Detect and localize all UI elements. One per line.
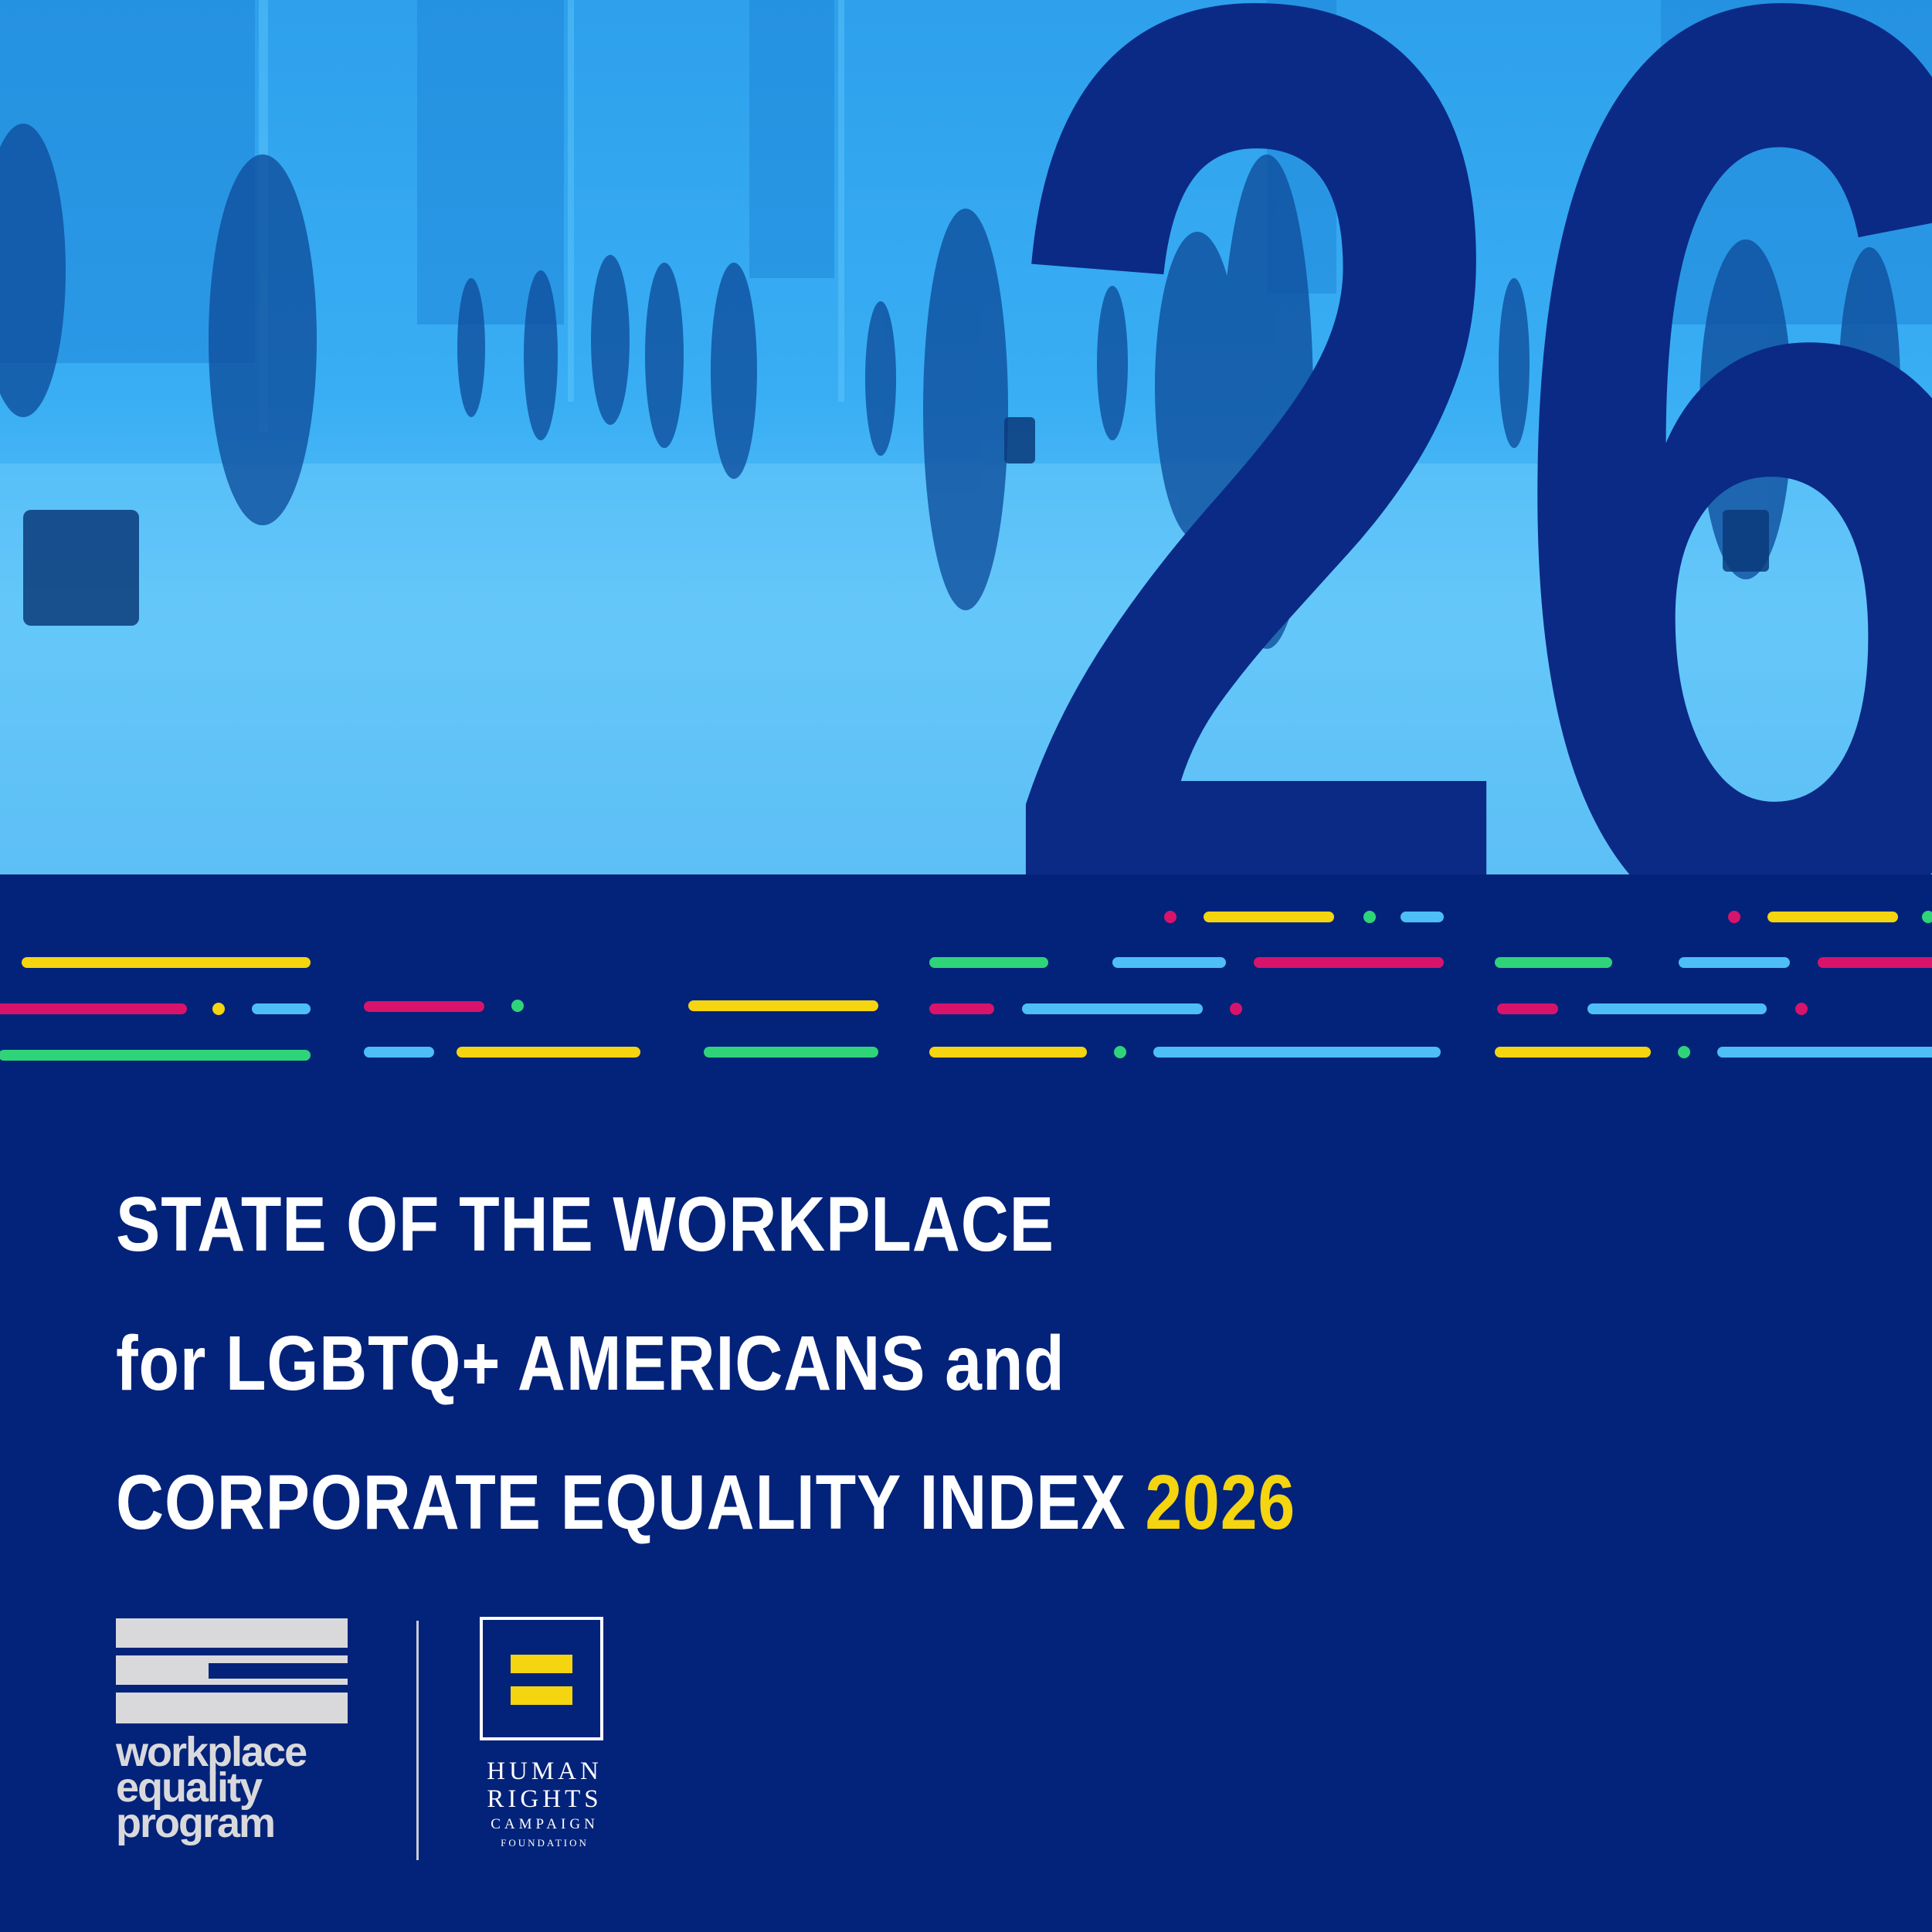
title-line-1: STATE OF THE WORKPLACE xyxy=(116,1181,1054,1268)
decorative-dash-pattern xyxy=(0,911,1932,1061)
hrc-line-3: CAMPAIGN xyxy=(491,1816,599,1832)
wep-line-1: workplace xyxy=(116,1729,307,1775)
hrc-equal-bottom-bar xyxy=(511,1686,572,1705)
hrc-line-1: HUMAN xyxy=(487,1757,603,1785)
hrc-equal-sign-logo-icon xyxy=(480,1617,603,1740)
title-line-3: CORPORATE EQUALITY INDEX 2026 xyxy=(116,1433,1511,1572)
office-lobby-illustration xyxy=(0,0,1932,874)
hrc-wordmark: HUMAN RIGHTS CAMPAIGN FOUNDATION xyxy=(456,1757,633,1852)
wep-stripes-logo-icon xyxy=(116,1618,348,1723)
report-title: STATE OF THE WORKPLACE for LGBTQ+ AMERIC… xyxy=(116,1155,1738,1572)
logo-divider xyxy=(416,1621,419,1860)
title-year: 2026 xyxy=(1145,1459,1296,1546)
hrc-equal-top-bar xyxy=(511,1655,572,1673)
wep-line-2: equality xyxy=(116,1764,263,1811)
wep-line-3: program xyxy=(116,1800,276,1846)
title-line-2: for LGBTQ+ AMERICANS and xyxy=(116,1320,1065,1407)
hero-photo: 26 xyxy=(0,0,1932,874)
hrc-line-2: RIGHTS xyxy=(487,1785,603,1813)
wep-wordmark: workplace equality program xyxy=(116,1729,307,1846)
hrc-line-4: FOUNDATION xyxy=(501,1837,589,1849)
title-line-3-text: CORPORATE EQUALITY INDEX xyxy=(116,1459,1126,1546)
big-number-26: 26 xyxy=(993,0,1932,874)
